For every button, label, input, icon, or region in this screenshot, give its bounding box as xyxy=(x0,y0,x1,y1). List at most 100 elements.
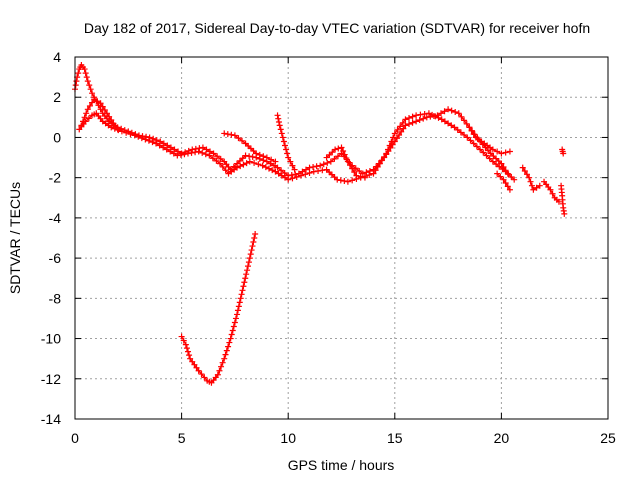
data-point xyxy=(458,113,465,120)
data-point xyxy=(249,153,256,160)
data-point xyxy=(463,120,470,127)
data-point xyxy=(115,127,122,134)
data-point xyxy=(530,186,537,193)
data-point xyxy=(131,132,138,139)
data-point xyxy=(231,319,238,326)
data-point xyxy=(498,150,505,157)
data-point xyxy=(306,169,313,176)
data-point xyxy=(493,161,500,168)
data-point xyxy=(239,287,246,294)
data-point xyxy=(269,167,276,174)
data-point xyxy=(239,137,246,144)
data-point xyxy=(466,124,473,131)
data-point xyxy=(341,151,348,158)
data-point xyxy=(83,110,90,117)
data-point xyxy=(177,151,184,158)
data-point xyxy=(366,171,373,178)
series-arc-early-hump xyxy=(78,96,121,133)
data-point xyxy=(252,230,259,237)
series-arc-twentyone xyxy=(519,164,543,193)
data-point xyxy=(241,279,248,286)
data-point xyxy=(494,148,501,155)
data-point xyxy=(302,171,309,178)
data-point xyxy=(236,157,243,164)
data-point xyxy=(353,172,360,179)
data-point xyxy=(247,251,254,258)
data-point xyxy=(186,352,193,359)
data-point xyxy=(485,147,492,154)
data-point xyxy=(379,157,386,164)
data-point xyxy=(494,170,501,177)
data-point xyxy=(505,171,512,178)
data-point xyxy=(236,299,243,306)
data-point xyxy=(224,131,231,138)
data-point xyxy=(232,315,239,322)
data-point xyxy=(402,116,409,123)
data-point xyxy=(108,124,115,131)
data-point xyxy=(461,131,468,138)
data-point xyxy=(123,129,130,136)
data-point xyxy=(334,153,341,160)
data-point xyxy=(452,108,459,115)
data-point xyxy=(470,131,477,138)
data-point xyxy=(182,341,189,348)
data-point xyxy=(435,114,442,121)
data-point xyxy=(282,174,289,181)
data-point xyxy=(470,140,477,147)
data-point xyxy=(416,117,423,124)
data-point xyxy=(145,137,152,144)
data-point xyxy=(153,137,160,144)
data-point xyxy=(251,159,258,166)
data-point xyxy=(391,130,398,137)
data-point xyxy=(228,331,235,338)
data-point xyxy=(243,271,250,278)
data-point xyxy=(142,136,149,143)
data-point xyxy=(498,160,505,167)
data-point xyxy=(489,146,496,153)
data-point xyxy=(266,165,273,172)
data-point xyxy=(248,247,255,254)
data-point xyxy=(528,182,535,189)
data-point xyxy=(334,176,341,183)
data-point xyxy=(156,142,163,149)
data-point xyxy=(560,150,567,157)
data-point xyxy=(437,110,444,117)
data-point xyxy=(448,107,455,114)
data-point xyxy=(502,168,509,175)
data-point xyxy=(263,154,270,161)
data-point xyxy=(199,149,206,156)
data-point xyxy=(341,178,348,185)
data-point xyxy=(398,128,405,135)
data-point xyxy=(189,358,196,365)
data-point xyxy=(226,339,233,346)
data-point xyxy=(356,167,363,174)
data-point xyxy=(184,150,191,157)
data-point xyxy=(114,126,121,133)
data-point xyxy=(376,160,383,167)
data-point xyxy=(275,115,282,122)
data-point xyxy=(374,163,381,170)
data-point xyxy=(225,343,232,350)
data-point xyxy=(284,150,291,157)
data-point xyxy=(256,151,263,158)
data-point xyxy=(299,168,306,175)
data-point xyxy=(164,142,171,149)
data-point xyxy=(229,327,236,334)
data-point xyxy=(527,178,534,185)
data-point xyxy=(480,149,487,156)
data-point xyxy=(324,159,331,166)
data-point xyxy=(366,167,373,174)
data-point xyxy=(195,367,202,374)
y-tick-label: 4 xyxy=(53,49,61,65)
data-point xyxy=(425,110,432,117)
data-point xyxy=(234,311,241,318)
data-point xyxy=(523,171,530,178)
data-point xyxy=(293,173,300,180)
data-point xyxy=(174,152,181,159)
data-point xyxy=(409,119,416,126)
data-point xyxy=(237,295,244,302)
data-point xyxy=(207,148,214,155)
data-point xyxy=(262,164,269,171)
y-tick-label: -12 xyxy=(41,371,61,387)
data-point xyxy=(477,146,484,153)
